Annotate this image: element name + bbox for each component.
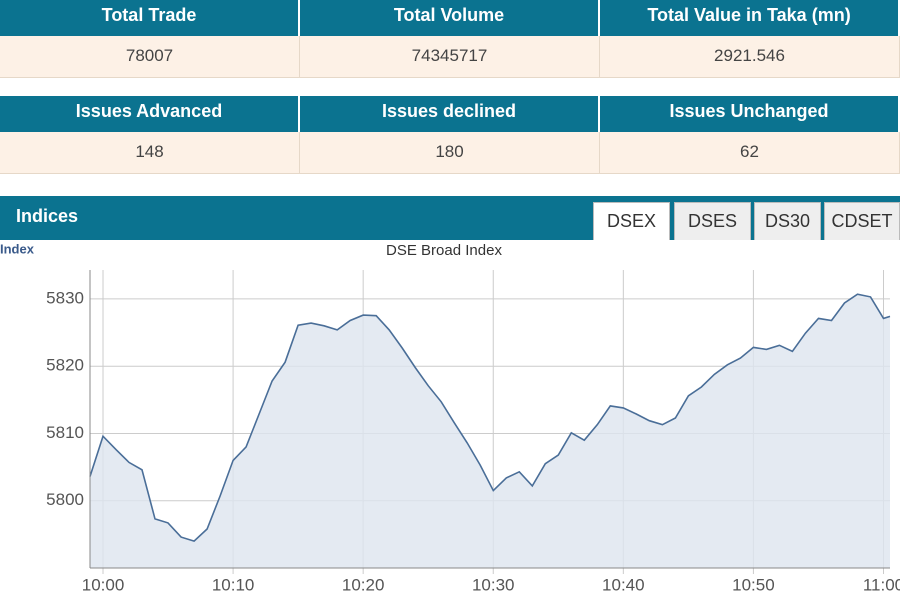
x-tick-label: 10:50 bbox=[732, 575, 775, 594]
y-tick-label: 5810 bbox=[46, 423, 84, 442]
header-cell: Total Trade bbox=[0, 0, 300, 36]
header-row: Total Trade Total Volume Total Value in Ta… bbox=[0, 0, 900, 36]
chart-title: DSE Broad Index bbox=[386, 242, 502, 259]
value-row: 148 180 62 bbox=[0, 132, 900, 174]
y-tick-label: 5820 bbox=[46, 356, 84, 375]
value-row: 78007 74345717 2921.546 bbox=[0, 36, 900, 78]
value-cell: 62 bbox=[600, 132, 900, 174]
chart: Index DSE Broad Index 5800 5810 5820 5830 10… bbox=[0, 241, 900, 594]
index-line bbox=[89, 293, 891, 543]
header-cell: Issues Advanced bbox=[0, 96, 300, 132]
header-row: Issues Advanced Issues declined Issues Unc… bbox=[0, 96, 900, 132]
y-axis-label: Index bbox=[0, 241, 35, 256]
summary-table: Total Trade Total Volume Total Value in Ta… bbox=[0, 0, 900, 78]
indices-bar: Indices DSEX DSES DS30 CDSET bbox=[0, 196, 900, 240]
header-cell: Issues declined bbox=[300, 96, 600, 132]
value-cell: 74345717 bbox=[300, 36, 600, 78]
summary-table: Issues Advanced Issues declined Issues Unc… bbox=[0, 96, 900, 174]
x-tick-label: 10:40 bbox=[602, 575, 645, 594]
area-fill bbox=[90, 294, 890, 568]
x-tick-label: 10:20 bbox=[342, 575, 385, 594]
value-cell: 180 bbox=[300, 132, 600, 174]
value-cell: 2921.546 bbox=[600, 36, 900, 78]
header-cell: Total Volume bbox=[300, 0, 600, 36]
y-tick-label: 5830 bbox=[46, 288, 84, 307]
value-cell: 148 bbox=[0, 132, 300, 174]
header-cell: Total Value in Taka (mn) bbox=[600, 0, 900, 36]
index-tab[interactable]: CDSET bbox=[824, 202, 900, 240]
header-cell: Issues Unchanged bbox=[600, 96, 900, 132]
indices-title: Indices bbox=[16, 206, 79, 226]
index-tab[interactable]: DS30 bbox=[754, 202, 821, 240]
y-tick-label: 5800 bbox=[46, 490, 84, 509]
x-tick-label: 10:00 bbox=[82, 575, 125, 594]
x-tick-label: 10:10 bbox=[212, 575, 255, 594]
x-tick-label: 11:00 bbox=[863, 575, 900, 594]
value-cell: 78007 bbox=[0, 36, 300, 78]
x-tick-label: 10:30 bbox=[472, 575, 515, 594]
index-tab[interactable]: DSES bbox=[674, 202, 751, 240]
index-tab[interactable]: DSEX bbox=[593, 202, 670, 240]
